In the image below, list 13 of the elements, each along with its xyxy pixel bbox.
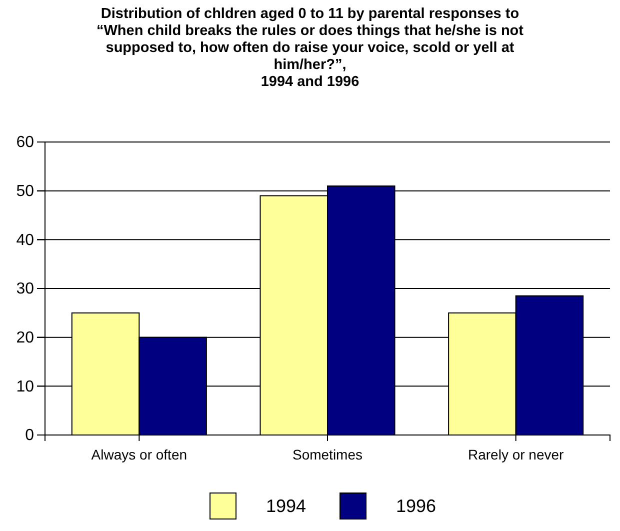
y-tick-label: 50 <box>16 182 34 200</box>
legend-label: 1996 <box>396 496 436 516</box>
x-tick-label: Sometimes <box>292 446 363 462</box>
chart-title: Distribution of chldren aged 0 to 11 by parental responses to “When child breaks the rules or does things that he/she is not supposed to, how often do raise your voice, scold or yell at him/her?”, 1994 and 1996 <box>96 6 524 90</box>
y-tick-label: 10 <box>16 378 34 396</box>
y-tick-label: 40 <box>16 232 34 249</box>
y-tick-label: 0 <box>25 427 34 444</box>
y-tick-label: 30 <box>16 280 34 298</box>
legend-label: 1994 <box>266 496 306 516</box>
y-tick-label: 20 <box>16 329 34 346</box>
x-tick-label: Rarely or never <box>468 446 564 462</box>
y-tick-label: 60 <box>16 134 34 152</box>
x-tick-label: Always or often <box>91 446 188 462</box>
